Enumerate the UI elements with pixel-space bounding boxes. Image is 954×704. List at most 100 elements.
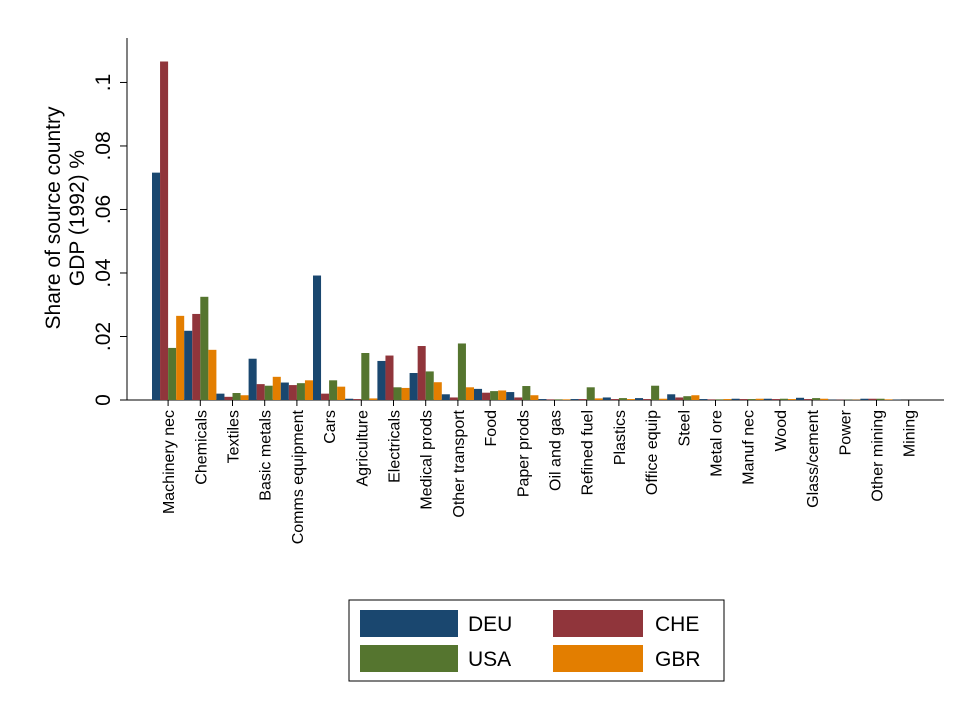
- bar: [240, 395, 249, 400]
- bar: [876, 398, 885, 400]
- x-tick-label: Cars: [322, 410, 339, 444]
- bar: [345, 398, 354, 400]
- bar: [812, 398, 821, 400]
- bar: [393, 387, 402, 400]
- bar: [626, 399, 635, 400]
- bar: [216, 393, 225, 400]
- bar: [683, 396, 692, 400]
- bar: [192, 313, 201, 400]
- bar: [715, 399, 724, 400]
- bar: [610, 399, 619, 400]
- x-tick-label: Office equip: [644, 410, 661, 495]
- bar: [779, 398, 788, 400]
- x-tick-label: Textiles: [226, 410, 243, 463]
- bar: [176, 315, 185, 400]
- bar: [570, 399, 579, 400]
- x-tick-label: Manuf nec: [741, 410, 758, 485]
- bar: [465, 387, 474, 400]
- x-tick-label: Basic metals: [258, 410, 275, 501]
- bar: [787, 399, 796, 400]
- x-tick-label: Electricals: [387, 410, 404, 483]
- y-tick-label: .02: [92, 322, 115, 351]
- bar: [699, 399, 708, 400]
- bar: [208, 349, 217, 400]
- bar: [884, 399, 893, 400]
- bar: [272, 376, 281, 400]
- bar: [321, 393, 330, 400]
- bar: [860, 398, 869, 400]
- bar: [522, 386, 531, 400]
- bar: [353, 399, 362, 400]
- bar: [594, 398, 603, 400]
- bar: [224, 396, 233, 400]
- x-tick-label: Glass/cement: [805, 409, 822, 507]
- bar: [538, 399, 547, 400]
- y-tick-label: .06: [92, 195, 115, 224]
- x-tick-label: Comms equipment: [290, 409, 307, 544]
- bar: [160, 61, 169, 401]
- bar: [337, 386, 346, 400]
- bar: [731, 398, 740, 400]
- bar: [232, 393, 241, 400]
- bar: [771, 399, 780, 400]
- bar: [401, 387, 410, 400]
- legend-swatch: [360, 645, 458, 672]
- bar: [506, 392, 515, 400]
- y-axis-label: Share of source country: [42, 106, 65, 329]
- x-tick-label: Plastics: [612, 410, 629, 465]
- x-tick-label: Medical prods: [419, 410, 436, 510]
- x-tick-label: Wood: [773, 410, 790, 452]
- bar: [288, 385, 297, 400]
- bar: [643, 399, 652, 400]
- bar: [498, 390, 507, 400]
- bar: [361, 353, 370, 400]
- bar: [651, 385, 660, 400]
- bar: [474, 388, 483, 400]
- bar: [562, 399, 571, 400]
- x-tick-label: Machinery nec: [161, 410, 178, 514]
- y-tick-label: .04: [92, 258, 115, 288]
- legend-label: GBR: [655, 648, 701, 671]
- legend-swatch: [553, 645, 643, 672]
- bar: [248, 358, 257, 400]
- bar: [755, 398, 764, 400]
- legend-label: CHE: [655, 613, 699, 636]
- bar: [796, 397, 805, 400]
- bar: [586, 387, 595, 400]
- bar: [280, 382, 289, 400]
- y-axis-label: GDP (1992) %: [66, 150, 89, 286]
- x-tick-label: Other mining: [870, 410, 887, 502]
- bar: [490, 391, 499, 400]
- legend-label: DEU: [468, 613, 512, 636]
- x-tick-label: Chemicals: [193, 410, 210, 485]
- bar: [409, 373, 418, 400]
- bar: [264, 385, 273, 400]
- bar: [329, 380, 338, 400]
- bar: [804, 399, 813, 400]
- bar: [304, 380, 313, 400]
- bar: [433, 382, 442, 400]
- bar: [763, 398, 772, 400]
- bar: [417, 346, 426, 400]
- bar: [482, 392, 491, 400]
- legend-label: USA: [468, 648, 511, 671]
- legend-swatch: [360, 610, 458, 637]
- legend-swatch: [553, 610, 643, 637]
- bar: [578, 399, 587, 400]
- x-tick-label: Metal ore: [709, 410, 726, 477]
- bar: [667, 394, 676, 400]
- bar: [602, 397, 611, 400]
- bar: [739, 399, 748, 400]
- bar: [691, 395, 700, 400]
- y-tick-label: .1: [92, 74, 115, 92]
- bar: [675, 397, 684, 400]
- y-tick-label: 0: [92, 394, 115, 406]
- bar: [441, 394, 450, 400]
- bar: [635, 398, 644, 400]
- bar: [296, 383, 305, 400]
- bar: [200, 296, 209, 400]
- bar: [554, 399, 563, 400]
- bar: [369, 398, 378, 400]
